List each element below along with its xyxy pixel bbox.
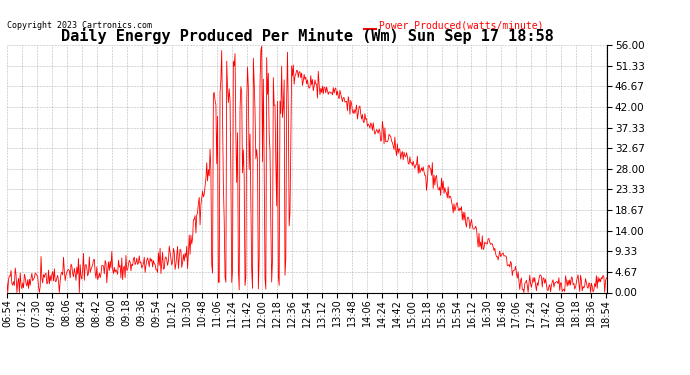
Title: Daily Energy Produced Per Minute (Wm) Sun Sep 17 18:58: Daily Energy Produced Per Minute (Wm) Su… (61, 28, 553, 44)
Text: Copyright 2023 Cartronics.com: Copyright 2023 Cartronics.com (7, 21, 152, 30)
Text: Power Produced(watts/minute): Power Produced(watts/minute) (379, 20, 544, 30)
